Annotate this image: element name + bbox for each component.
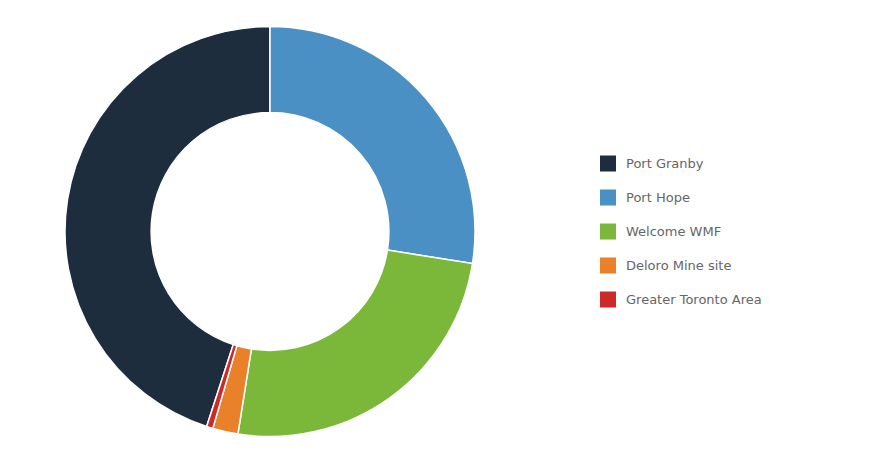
legend-swatch [600,156,616,172]
legend-swatch [600,292,616,308]
legend-label: Deloro Mine site [626,258,731,273]
legend-label: Greater Toronto Area [626,292,762,307]
legend-label: Port Granby [626,156,704,171]
legend-swatch [600,224,616,240]
chart: Port Granby Port Hope Welcome WMF Deloro Mi… [0,0,892,463]
legend: Port Granby Port Hope Welcome WMF Deloro Mi… [600,156,762,308]
wedges [65,27,475,437]
wedge [270,27,475,264]
wedge [207,345,237,429]
legend-swatch [600,258,616,274]
legend-label: Port Hope [626,190,690,205]
legend-swatch [600,190,616,206]
legend-label: Welcome WMF [626,224,721,239]
wedge [238,250,473,436]
chart-container: Port Granby Port Hope Welcome WMF Deloro Mi… [0,0,892,463]
